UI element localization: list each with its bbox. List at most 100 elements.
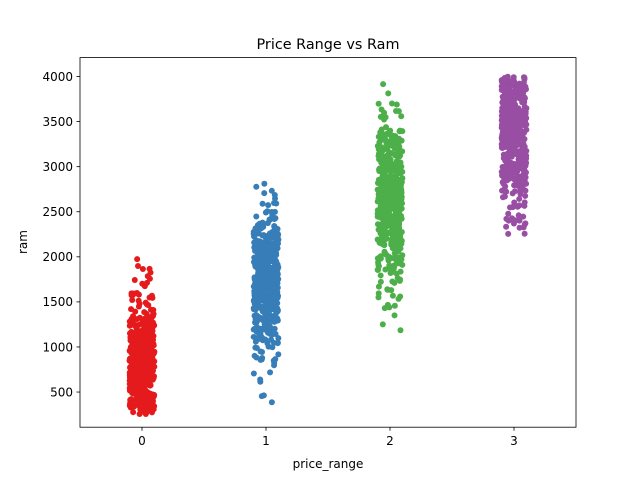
data-point bbox=[395, 219, 402, 226]
data-point bbox=[396, 128, 403, 135]
data-point bbox=[521, 94, 528, 101]
data-point bbox=[509, 91, 516, 98]
data-point bbox=[151, 392, 158, 399]
data-point bbox=[383, 156, 390, 163]
data-point bbox=[522, 187, 529, 194]
data-point bbox=[263, 262, 270, 269]
x-axis: 0 1 2 3 bbox=[138, 427, 518, 448]
data-point bbox=[375, 266, 382, 273]
data-point bbox=[520, 137, 527, 144]
data-point bbox=[128, 306, 135, 313]
data-point bbox=[386, 193, 393, 200]
data-point bbox=[509, 204, 516, 211]
data-point bbox=[273, 317, 280, 324]
data-point bbox=[267, 216, 274, 223]
data-point bbox=[267, 369, 274, 376]
data-point bbox=[505, 210, 512, 217]
data-point bbox=[391, 312, 398, 319]
data-point bbox=[516, 202, 523, 209]
data-point bbox=[134, 380, 141, 387]
data-point bbox=[267, 258, 274, 265]
data-point bbox=[141, 365, 148, 372]
data-point bbox=[145, 337, 152, 344]
data-point bbox=[521, 129, 528, 136]
data-point bbox=[374, 255, 381, 262]
data-point bbox=[257, 378, 264, 385]
data-point bbox=[393, 108, 400, 115]
data-point bbox=[253, 213, 260, 220]
data-point bbox=[271, 271, 278, 278]
data-point bbox=[379, 148, 386, 155]
data-point bbox=[252, 338, 259, 345]
y-tick-label: 4000 bbox=[42, 70, 73, 84]
data-point bbox=[516, 195, 523, 202]
data-point bbox=[514, 167, 521, 174]
data-point bbox=[503, 154, 510, 161]
data-point bbox=[126, 318, 133, 325]
data-point bbox=[261, 190, 268, 197]
data-point bbox=[253, 183, 260, 190]
data-point bbox=[150, 319, 157, 326]
data-point bbox=[503, 83, 510, 90]
data-point bbox=[146, 358, 153, 365]
data-point bbox=[510, 216, 517, 223]
data-point bbox=[374, 186, 381, 193]
data-point bbox=[271, 226, 278, 233]
data-point bbox=[503, 89, 510, 96]
data-point bbox=[265, 202, 272, 209]
data-point bbox=[521, 74, 528, 81]
data-point bbox=[513, 181, 520, 188]
data-point bbox=[385, 90, 392, 97]
data-point bbox=[398, 113, 405, 120]
data-point bbox=[517, 88, 524, 95]
data-point bbox=[255, 240, 262, 247]
data-point bbox=[393, 259, 400, 266]
data-point bbox=[253, 280, 260, 287]
data-point bbox=[518, 119, 525, 126]
data-point bbox=[393, 160, 400, 167]
data-point bbox=[498, 144, 505, 151]
data-point bbox=[269, 294, 276, 301]
data-point bbox=[254, 222, 261, 229]
data-point bbox=[148, 313, 155, 320]
data-point bbox=[259, 348, 266, 355]
data-point bbox=[382, 223, 389, 230]
data-point bbox=[261, 180, 268, 187]
data-point bbox=[129, 292, 136, 299]
data-point bbox=[502, 183, 509, 190]
data-point bbox=[147, 329, 154, 336]
data-point bbox=[376, 192, 383, 199]
data-point bbox=[133, 323, 140, 329]
chart-title: Price Range vs Ram bbox=[257, 37, 400, 53]
data-point bbox=[513, 125, 520, 132]
data-point bbox=[502, 124, 509, 131]
data-point bbox=[250, 326, 257, 333]
data-point bbox=[250, 228, 257, 235]
data-point bbox=[273, 252, 280, 259]
data-point bbox=[151, 348, 158, 355]
series-2 bbox=[374, 81, 406, 334]
data-point bbox=[516, 224, 523, 231]
data-point bbox=[522, 108, 529, 115]
data-point bbox=[379, 240, 386, 247]
data-point bbox=[269, 283, 276, 290]
data-point bbox=[252, 247, 259, 254]
x-tick-label: 0 bbox=[138, 434, 146, 448]
data-point bbox=[381, 215, 388, 222]
data-point bbox=[391, 302, 398, 309]
data-point bbox=[522, 220, 529, 227]
data-point bbox=[383, 235, 390, 242]
data-point bbox=[143, 408, 150, 415]
data-point bbox=[393, 270, 400, 277]
y-tick-label: 2500 bbox=[42, 205, 73, 219]
data-point bbox=[274, 339, 281, 346]
data-point bbox=[397, 327, 404, 334]
data-point bbox=[135, 291, 142, 298]
data-point bbox=[271, 192, 278, 199]
data-point bbox=[505, 230, 512, 237]
data-point bbox=[262, 315, 269, 322]
series-3 bbox=[498, 73, 530, 237]
data-point bbox=[375, 100, 382, 107]
data-point bbox=[385, 253, 392, 260]
data-point bbox=[501, 133, 508, 140]
